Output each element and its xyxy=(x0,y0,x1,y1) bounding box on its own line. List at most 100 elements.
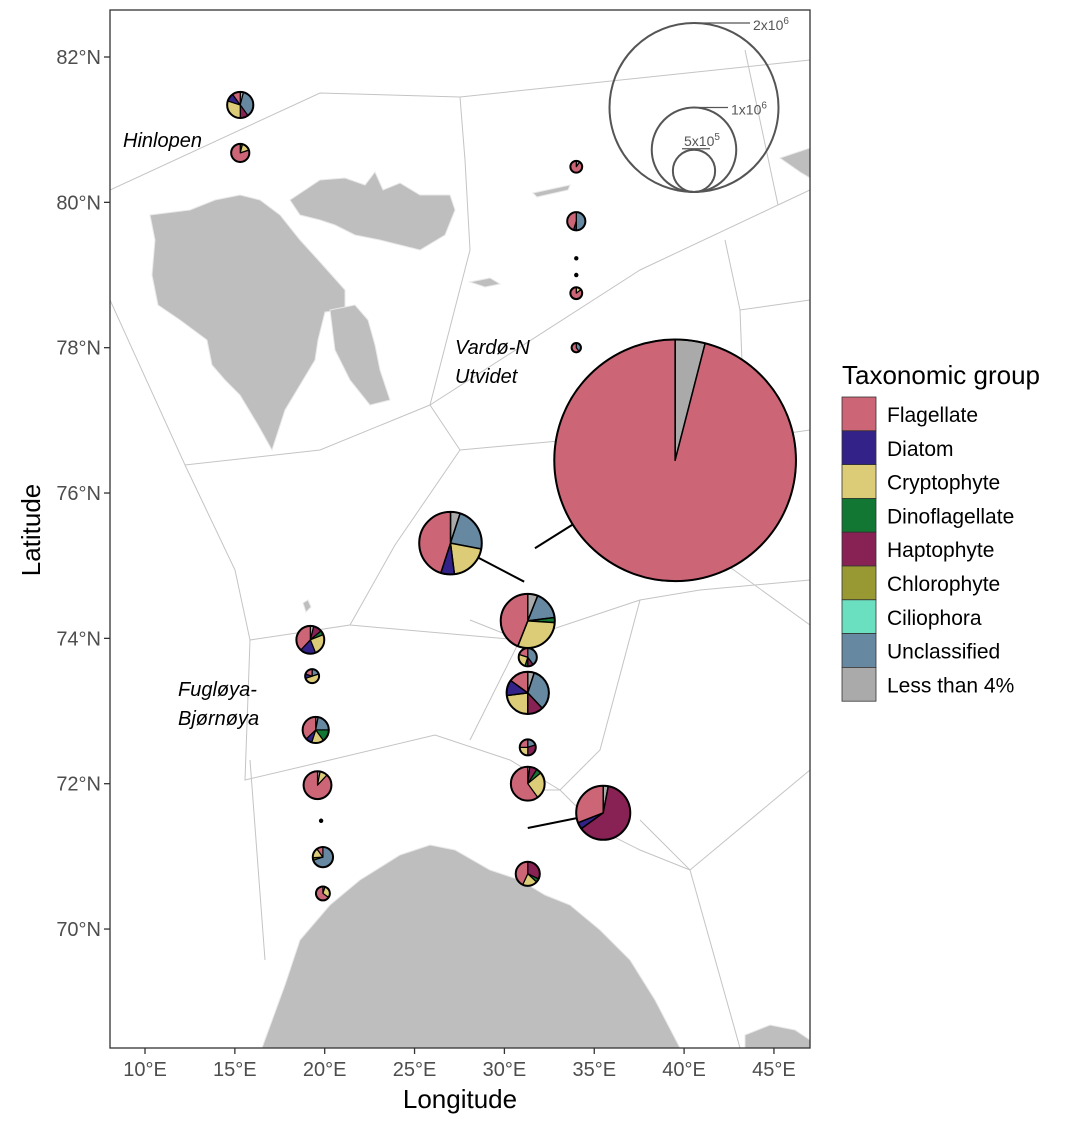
region-label: Bjørnøya xyxy=(178,708,259,730)
legend-item: Haptophyte xyxy=(841,531,994,567)
pie-outline xyxy=(518,738,537,757)
pie-outline xyxy=(569,159,584,174)
legend-swatch xyxy=(841,497,877,533)
northern-norway xyxy=(261,844,681,1048)
station-pie xyxy=(230,142,251,164)
size-legend-label: 5x105 xyxy=(684,132,720,149)
station-pie xyxy=(527,784,632,841)
y-tick-label: 82°N xyxy=(56,47,101,69)
station-pie xyxy=(318,818,324,823)
x-tick-label: 40°E xyxy=(662,1059,706,1081)
leader-line xyxy=(534,523,574,550)
station-pie xyxy=(311,845,335,869)
x-tick-label: 45°E xyxy=(752,1059,796,1081)
pie-outline xyxy=(295,624,326,655)
legend-label: Flagellate xyxy=(887,404,978,427)
pie-outline xyxy=(517,647,538,668)
x-axis-title: Longitude xyxy=(403,1084,517,1114)
legend-title: Taxonomic group xyxy=(842,360,1040,390)
legend-label: Less than 4% xyxy=(887,674,1014,697)
pie-slice-flagellate xyxy=(553,338,797,582)
legend-item: Less than 4% xyxy=(841,667,1014,702)
legend-item: Flagellate xyxy=(841,396,978,432)
size-legend-label: 1x106 xyxy=(731,101,767,118)
legend-item: Unclassified xyxy=(841,633,1000,668)
y-tick-label: 72°N xyxy=(56,774,101,796)
legend-label: Chlorophyte xyxy=(887,573,1000,596)
station-pie xyxy=(569,159,584,174)
leader-line xyxy=(527,817,577,830)
pie-slice-flagellate xyxy=(574,256,579,261)
pie-outline xyxy=(314,885,331,902)
pie-outline xyxy=(301,715,330,745)
x-tick-label: 10°E xyxy=(123,1059,167,1081)
pie-outline xyxy=(575,784,632,841)
x-tick-label: 35°E xyxy=(572,1059,616,1081)
station-pie xyxy=(314,885,331,902)
region-label: Hinlopen xyxy=(123,130,202,152)
pie-outline xyxy=(418,510,483,576)
legend-item: Chlorophyte xyxy=(841,565,1000,601)
station-pie xyxy=(302,770,333,801)
station-pie xyxy=(574,256,579,261)
legend-item: Ciliophora xyxy=(841,599,982,634)
region-label: Fugløya- xyxy=(178,679,257,701)
legend-label: Cryptophyte xyxy=(887,472,1000,495)
pie-slice-flagellate xyxy=(574,272,579,278)
legend-label: Diatom xyxy=(887,438,954,461)
x-tick-label: 30°E xyxy=(483,1059,527,1081)
size-legend-circle xyxy=(671,148,717,193)
legend-label: Haptophyte xyxy=(887,539,994,562)
legend-swatch xyxy=(841,565,877,601)
x-tick-label: 25°E xyxy=(393,1059,437,1081)
pie-outline xyxy=(304,668,321,685)
station-pie xyxy=(574,272,579,278)
pie-outline xyxy=(569,286,584,301)
axes: 10°E 15°E 20°E 25°E 30°E 35°E 40°E 45°E 82°N 80°N… xyxy=(16,47,796,1114)
legend-swatch xyxy=(841,667,877,702)
legend-swatch xyxy=(841,464,877,499)
station-pie xyxy=(301,715,330,745)
region-labels: Hinlopen Vardø-N Utvidet Fugløya- Bjørnøya xyxy=(123,130,530,730)
station-pie xyxy=(534,338,797,583)
legend-swatch xyxy=(841,599,877,634)
station-pie xyxy=(499,592,556,649)
station-pie xyxy=(418,510,525,583)
legend-swatch xyxy=(841,633,877,668)
pie-outline xyxy=(302,770,333,801)
kola-edge xyxy=(744,1024,810,1048)
pie-slice-flagellate xyxy=(318,818,324,823)
station-pies xyxy=(226,90,797,902)
legend-item: Diatom xyxy=(841,430,954,465)
legend-swatch xyxy=(841,430,877,465)
station-pie xyxy=(569,286,584,301)
station-pie xyxy=(295,624,326,655)
nordaustlandet xyxy=(289,171,456,251)
pie-outline xyxy=(509,765,546,802)
x-tick-label: 15°E xyxy=(213,1059,257,1081)
region-label: Vardø-N xyxy=(455,337,530,359)
legend-item: Dinoflagellate xyxy=(841,497,1014,533)
taxonomic-legend: Taxonomic group Flagellate Diatom Cryptophy… xyxy=(841,360,1040,702)
y-tick-label: 80°N xyxy=(56,192,101,214)
size-legend-label: 2x106 xyxy=(753,16,789,33)
station-pie xyxy=(509,765,546,802)
legend-swatch xyxy=(841,396,877,432)
y-tick-label: 78°N xyxy=(56,338,101,360)
station-pie xyxy=(226,90,255,120)
y-tick-label: 70°N xyxy=(56,919,101,941)
station-pie xyxy=(518,738,537,757)
pie-outline xyxy=(226,90,255,120)
x-tick-label: 20°E xyxy=(303,1059,347,1081)
pie-outline xyxy=(230,142,251,164)
panel-border xyxy=(109,9,811,1049)
spitsbergen xyxy=(149,194,346,452)
y-axis-title: Latitude xyxy=(16,484,46,577)
pie-outline xyxy=(553,338,797,583)
franz-josef-land xyxy=(778,147,810,179)
pie-outline xyxy=(570,342,582,354)
legend-label: Ciliophora xyxy=(887,607,982,630)
pie-outline xyxy=(514,860,541,887)
